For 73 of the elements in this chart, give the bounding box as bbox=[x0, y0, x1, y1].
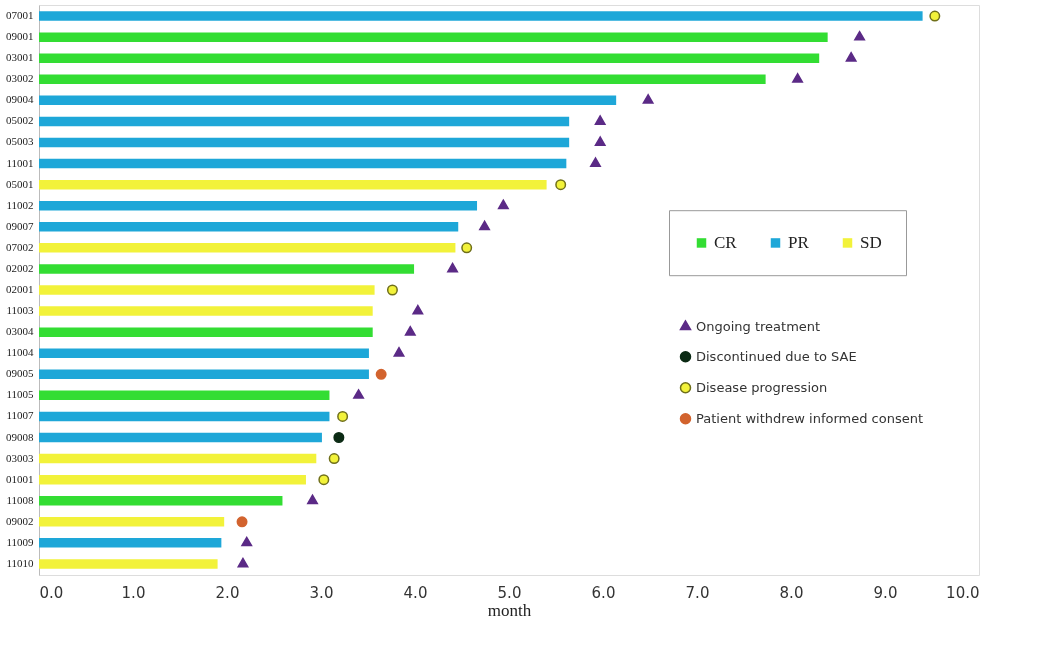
bar bbox=[39, 137, 570, 148]
x-tick-label: 2.0 bbox=[215, 583, 240, 602]
bar bbox=[39, 243, 456, 253]
y-tick-label: 11008 bbox=[6, 493, 34, 506]
bar bbox=[39, 95, 617, 106]
y-tick-label: 05001 bbox=[6, 177, 34, 190]
bar bbox=[39, 116, 570, 127]
y-tick-label: 11010 bbox=[6, 556, 34, 569]
y-tick-label: 11009 bbox=[6, 535, 34, 548]
y-tick-label: 07001 bbox=[6, 9, 34, 22]
x-tick-label: 9.0 bbox=[873, 583, 898, 602]
bar bbox=[39, 222, 459, 232]
bar bbox=[39, 495, 283, 506]
y-tick-label: 05003 bbox=[6, 135, 34, 148]
y-tick-label: 03003 bbox=[6, 451, 34, 464]
y-tick-label: 02001 bbox=[6, 283, 34, 295]
bar bbox=[39, 474, 306, 485]
x-tick-label: 1.0 bbox=[121, 583, 146, 602]
legend-label: Discontinued due to SAE bbox=[696, 348, 857, 364]
bar bbox=[39, 32, 828, 42]
y-tick-label: 03002 bbox=[6, 72, 34, 85]
y-tick-label: 05002 bbox=[6, 114, 34, 127]
bar bbox=[39, 559, 218, 569]
bar bbox=[39, 158, 567, 169]
y-tick-label: 09008 bbox=[6, 430, 34, 443]
y-tick-label: 11001 bbox=[6, 156, 34, 169]
y-tick-label: 02002 bbox=[6, 261, 34, 274]
y-tick-label: 11005 bbox=[6, 388, 34, 401]
bar bbox=[39, 453, 317, 464]
y-tick-label: 07002 bbox=[6, 240, 34, 253]
y-tick-label: 09001 bbox=[6, 30, 34, 43]
bar bbox=[39, 517, 225, 527]
y-tick-label: 03001 bbox=[6, 51, 34, 64]
x-tick-label: 8.0 bbox=[779, 583, 804, 602]
x-tick-label: 7.0 bbox=[685, 583, 710, 602]
bar bbox=[39, 264, 415, 274]
legend-label: CR bbox=[714, 232, 738, 252]
bar bbox=[39, 411, 330, 422]
bar bbox=[39, 200, 478, 211]
bar bbox=[39, 74, 766, 85]
x-tick-label: 3.0 bbox=[309, 583, 334, 602]
bar bbox=[39, 11, 923, 21]
legend-label: Disease progression bbox=[696, 379, 828, 395]
y-tick-label: 09004 bbox=[6, 93, 34, 106]
x-tick-label: 6.0 bbox=[591, 583, 616, 602]
y-tick-label: 09007 bbox=[6, 219, 34, 232]
y-tick-label: 03004 bbox=[6, 325, 34, 338]
bar bbox=[39, 348, 369, 358]
y-tick-label: 01001 bbox=[6, 472, 34, 485]
bar bbox=[39, 179, 547, 190]
y-tick-label: 09005 bbox=[6, 367, 34, 380]
x-tick-label: 4.0 bbox=[403, 583, 428, 602]
bar bbox=[39, 327, 373, 337]
bar bbox=[39, 369, 369, 380]
y-tick-label: 11007 bbox=[6, 409, 34, 422]
legend-label: PR bbox=[788, 232, 810, 252]
bar bbox=[39, 538, 222, 548]
x-tick-label: 0.0 bbox=[39, 583, 64, 602]
x-axis-title: month bbox=[487, 600, 532, 620]
bar bbox=[39, 432, 322, 443]
y-tick-label: 11002 bbox=[6, 198, 34, 211]
legend-label: SD bbox=[860, 232, 882, 252]
legend-label: Ongoing treatment bbox=[696, 318, 821, 334]
x-tick-label: 5.0 bbox=[497, 583, 522, 602]
y-tick-label: 09002 bbox=[6, 514, 34, 527]
bar bbox=[39, 306, 373, 316]
bar bbox=[39, 53, 820, 63]
bar bbox=[39, 390, 330, 401]
y-tick-label: 11003 bbox=[6, 304, 34, 317]
bar bbox=[39, 285, 375, 295]
legend-label: Patient withdrew informed consent bbox=[696, 410, 924, 426]
x-tick-label: 10.0 bbox=[946, 583, 980, 602]
y-tick-label: 11004 bbox=[6, 346, 34, 359]
